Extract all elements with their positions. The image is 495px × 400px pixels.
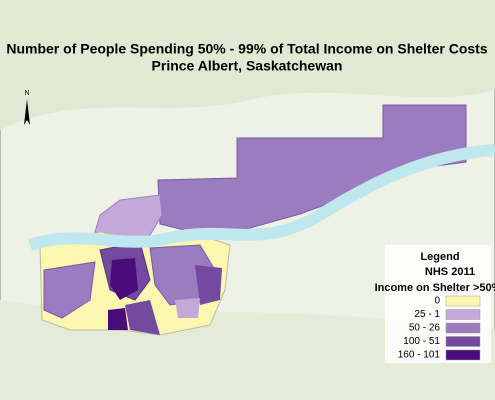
legend-label: 0 — [434, 296, 440, 307]
region — [195, 265, 222, 305]
legend-swatch — [445, 295, 481, 307]
region — [110, 258, 138, 300]
legend-label: 25 - 1 — [414, 309, 440, 320]
legend-title: Legend — [420, 251, 459, 263]
river — [28, 144, 495, 251]
region — [175, 298, 200, 318]
legend-subtitle: NHS 2011 — [425, 266, 475, 278]
terrain — [0, 0, 495, 130]
legend-swatch — [445, 309, 481, 320]
region — [108, 308, 128, 330]
legend-swatch — [445, 336, 481, 347]
legend-label: 160 - 101 — [398, 350, 441, 361]
region — [125, 300, 160, 335]
map-subtitle: Prince Albert, Saskatchewan — [152, 58, 343, 74]
legend-swatch — [445, 349, 481, 361]
legend-label: 100 - 51 — [403, 336, 440, 347]
north-arrow — [24, 99, 30, 125]
region — [43, 261, 96, 319]
legend-swatch — [445, 322, 481, 334]
legend-label: 50 - 26 — [409, 323, 441, 334]
map-title: Number of People Spending 50% - 99% of T… — [6, 41, 487, 57]
north-label: N — [24, 90, 29, 97]
legend-heading: Income on Shelter >50% — [375, 282, 495, 294]
